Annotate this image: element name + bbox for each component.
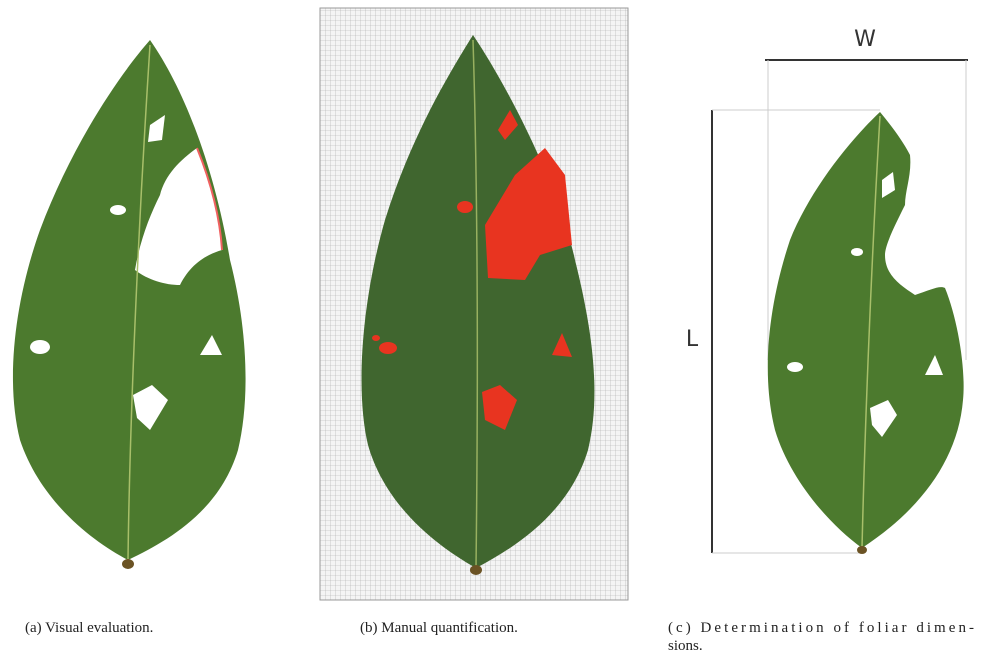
width-label: W (854, 27, 876, 52)
caption: (b) Manual quantification. (360, 620, 518, 636)
caption: sions. (668, 638, 703, 654)
leaf-c (711, 59, 968, 554)
length-label: L (686, 327, 699, 352)
leaf-b (319, 7, 629, 601)
leaf-a (12, 40, 246, 569)
caption: (c) Determination of foliar dimen- (668, 620, 974, 636)
caption: (a) Visual evaluation. (25, 620, 153, 636)
